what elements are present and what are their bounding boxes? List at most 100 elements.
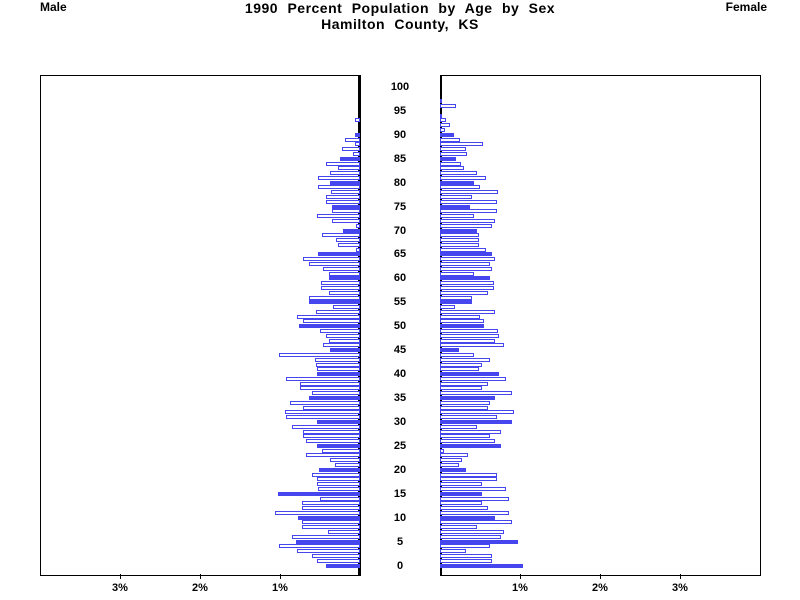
bar-female-age-1 [440,558,492,563]
age-tick-label-70: 70 [393,224,407,237]
age-tick-label-5: 5 [396,535,404,548]
chart-title-line1: 1990 Percent Population by Age by Sex [244,0,556,16]
bar-male-age-67 [338,242,360,247]
bar-female-age-77 [440,195,472,200]
bar-female-age-2 [440,553,492,558]
percent-tick [200,574,201,579]
age-tick-label-55: 55 [393,296,407,309]
age-tick-label-45: 45 [393,344,407,357]
bar-female-age-3 [440,549,466,554]
percent-tick-label: 2% [592,582,608,594]
bar-male-age-54 [333,305,360,310]
bar-male-age-75 [332,204,360,209]
bar-female-age-65 [440,252,492,257]
bar-male-age-36 [312,391,360,396]
bar-male-age-88 [355,142,360,147]
bar-female-age-80 [440,180,474,185]
bar-female-age-37 [440,386,482,391]
bar-female-age-68 [440,238,479,243]
percent-tick-label: 3% [672,582,688,594]
bar-male-age-7 [328,530,360,534]
bar-female-age-88 [440,142,483,147]
bar-male-age-10 [298,515,360,520]
bar-female-age-94 [440,113,442,118]
bar-female-age-32 [440,410,514,415]
bar-male-age-30 [317,419,360,424]
bar-male-age-41 [317,367,360,372]
bar-female-age-50 [440,324,484,329]
bar-female-age-45 [440,348,459,353]
bar-female-age-96 [440,104,456,109]
bar-female-age-8 [440,525,477,530]
bar-female-age-4 [440,544,490,549]
percent-tick-label: 1% [512,582,528,594]
bar-male-age-80 [330,180,360,185]
age-tick-label-20: 20 [393,463,407,476]
bar-female-age-49 [440,329,498,334]
bar-female-age-28 [440,429,501,434]
male-panel-label: Male [40,0,67,14]
bar-female-age-20 [440,467,466,472]
age-tick-label-0: 0 [396,559,404,572]
bar-female-age-47 [440,338,495,343]
bar-female-age-57 [440,290,488,295]
bar-female-age-36 [440,391,512,396]
bar-female-age-72 [440,218,495,223]
bar-male-age-9 [302,520,360,525]
bar-male-age-16 [318,486,360,491]
bar-female-age-19 [440,472,497,477]
bar-female-age-11 [440,510,509,515]
bar-female-age-23 [440,453,468,458]
bar-female-age-41 [440,367,479,372]
bar-female-age-46 [440,343,504,348]
bar-male-age-26 [306,439,360,444]
bar-female-age-86 [440,151,467,156]
bar-male-age-6 [292,534,360,539]
bar-female-age-27 [440,434,490,439]
bar-male-age-53 [316,309,360,314]
bar-female-age-60 [440,276,490,281]
bar-female-age-34 [440,400,490,405]
bar-male-age-38 [300,381,360,386]
bar-male-age-73 [317,214,360,219]
bar-female-age-10 [440,515,495,520]
age-tick-label-85: 85 [393,152,407,165]
bar-male-age-24 [322,448,360,453]
age-tick-label-80: 80 [393,176,407,189]
bar-female-age-93 [440,118,446,123]
bar-male-age-33 [303,405,360,410]
bar-female-age-38 [440,381,488,386]
bar-female-age-79 [440,185,480,190]
age-tick-label-25: 25 [393,439,407,452]
bar-male-age-49 [320,329,360,334]
bar-male-age-22 [330,458,360,463]
bar-male-age-31 [286,415,360,420]
age-tick-label-90: 90 [393,128,407,141]
bar-male-age-86 [353,151,360,156]
bar-male-age-61 [329,271,360,276]
bar-female-age-91 [440,128,445,133]
bar-female-age-89 [440,137,460,142]
bar-male-age-71 [356,223,360,228]
bar-male-age-40 [317,372,360,377]
bar-female-age-16 [440,486,506,491]
bar-male-age-68 [336,238,360,243]
bar-male-age-59 [321,281,360,286]
bar-male-age-29 [292,424,360,429]
female-panel-frame [440,75,761,576]
bar-female-age-21 [440,463,459,467]
bar-female-age-84 [440,161,461,166]
bar-female-age-76 [440,199,497,204]
bar-female-age-5 [440,539,518,544]
bar-male-age-81 [318,175,360,180]
age-tick-label-60: 60 [393,272,407,285]
bar-male-age-77 [326,195,360,200]
bar-female-age-83 [440,166,464,171]
age-tick-label-65: 65 [393,248,407,261]
bar-male-age-62 [323,266,360,271]
bar-male-age-50 [299,324,360,329]
bar-male-age-23 [306,453,360,458]
bar-male-age-5 [296,539,360,544]
bar-male-age-42 [316,362,360,367]
